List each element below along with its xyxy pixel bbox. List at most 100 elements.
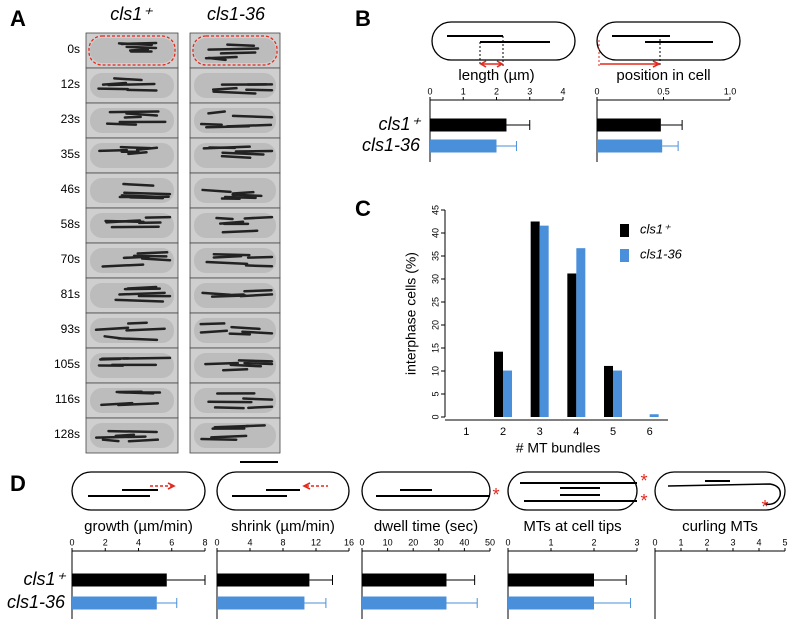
microtubule [212, 252, 251, 257]
microtubule [229, 363, 263, 368]
microtubule [215, 216, 234, 221]
svg-text:*: * [640, 471, 647, 491]
microtubule [199, 322, 226, 326]
error-bar [446, 575, 476, 585]
bar [217, 573, 310, 587]
panel-label: B [355, 6, 371, 31]
x-tick-label: 4 [560, 86, 565, 96]
bar [217, 596, 305, 610]
x-tick-label: 50 [485, 537, 495, 547]
time-label: 0s [67, 42, 80, 56]
bar [597, 139, 663, 153]
x-tick-label: 30 [434, 537, 444, 547]
microtubule [127, 151, 148, 156]
chart-title: dwell time (sec) [374, 518, 478, 535]
microtubule [108, 110, 160, 114]
cell-cartoon [431, 21, 576, 68]
microtubule [212, 90, 257, 95]
microtubule [101, 263, 145, 268]
x-tick-label: 10 [383, 537, 393, 547]
microtubule [246, 255, 274, 259]
svg-text:*: * [492, 485, 499, 505]
x-tick-label: 20 [408, 537, 418, 547]
error-bar [446, 598, 478, 608]
microtubule [207, 47, 260, 51]
cell-cartoon [216, 471, 350, 511]
x-tick-label: 0 [652, 537, 657, 547]
svg-text:*: * [761, 497, 768, 517]
x-tick-label: 2 [103, 537, 108, 547]
bar [72, 573, 167, 587]
time-label: 70s [61, 252, 80, 266]
category-label: cls1-36 [7, 592, 66, 612]
microtubule [231, 114, 274, 119]
microtubule [207, 110, 226, 115]
microtubule [97, 87, 130, 91]
microtubule [243, 361, 274, 366]
microtubule [221, 229, 259, 234]
microtubule [94, 326, 130, 332]
microtubule [101, 81, 128, 86]
x-tick-label: 4 [247, 537, 252, 547]
x-tick-label: 8 [280, 537, 285, 547]
chart-title: MTs at cell tips [523, 518, 621, 535]
panel-label: D [10, 471, 26, 496]
time-label: 46s [61, 182, 80, 196]
x-tick-label: 12 [311, 537, 321, 547]
microtubule [221, 151, 265, 156]
x-tick-label: 0.5 [657, 86, 670, 96]
microtubule [212, 254, 243, 259]
legend-label: cls1-36 [640, 246, 683, 261]
microtubule [104, 219, 145, 224]
panel-label: C [355, 196, 371, 221]
bar [530, 221, 540, 417]
category-label: cls1⁺ [378, 114, 421, 134]
cell-outline [90, 213, 174, 238]
microtubule [210, 434, 248, 439]
x-tick-label: 0 [594, 86, 599, 96]
legend-swatch [620, 224, 629, 237]
x-tick-label: 16 [344, 537, 354, 547]
bar [494, 351, 503, 417]
cell-outline [194, 108, 276, 133]
column-header: cls1-36 [207, 4, 266, 24]
x-tick-label: 3 [527, 86, 532, 96]
time-label: 58s [61, 217, 80, 231]
error-bar [156, 598, 178, 608]
x-tick-label: 2 [704, 537, 709, 547]
panel-label: A [10, 6, 26, 31]
y-axis-label: interphase cells (%) [403, 252, 419, 375]
x-tick-label: 8 [202, 537, 207, 547]
microtubule [243, 288, 273, 293]
bar [508, 596, 594, 610]
svg-text:*: * [640, 491, 647, 511]
error-bar [594, 575, 627, 585]
microtubule [204, 361, 239, 366]
x-tick-label: 5 [610, 426, 616, 438]
microtubule [120, 194, 163, 199]
microtubule [205, 260, 249, 266]
x-tick-label: 6 [647, 426, 653, 438]
x-tick-label: 2 [500, 426, 506, 438]
x-tick-label: 4 [136, 537, 141, 547]
cell-outline [192, 35, 278, 66]
microtubule [107, 429, 158, 434]
microtubule [247, 405, 274, 410]
microtubule [132, 254, 168, 258]
microtubule [119, 145, 152, 150]
microtubule [126, 88, 158, 92]
y-tick-label: 5 [430, 391, 440, 396]
category-label: cls1-36 [362, 135, 421, 155]
microtubule [230, 325, 261, 331]
time-label: 35s [61, 147, 80, 161]
microtubule [244, 264, 274, 268]
cell-cartoon [71, 471, 206, 511]
x-tick-label: 6 [169, 537, 174, 547]
microtubule [245, 88, 274, 92]
y-tick-label: 0 [430, 414, 440, 419]
y-tick-label: 35 [430, 251, 440, 261]
time-label: 81s [61, 287, 80, 301]
microtubule [123, 115, 142, 119]
error-bar [496, 141, 517, 151]
x-tick-label: 1 [461, 86, 466, 96]
